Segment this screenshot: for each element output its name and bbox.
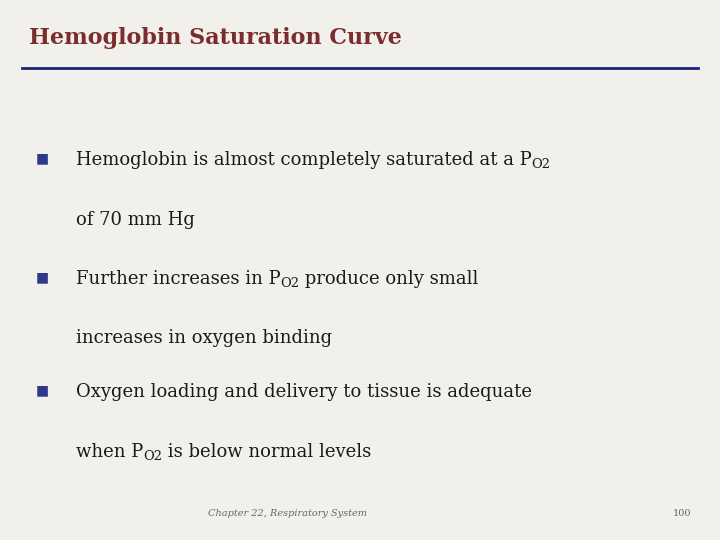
Text: increases in oxygen binding: increases in oxygen binding bbox=[76, 329, 332, 347]
Text: ■: ■ bbox=[36, 383, 49, 397]
Text: Hemoglobin Saturation Curve: Hemoglobin Saturation Curve bbox=[29, 27, 402, 49]
Text: O2: O2 bbox=[531, 158, 550, 171]
Text: O2: O2 bbox=[143, 450, 162, 463]
Text: Chapter 22, Respiratory System: Chapter 22, Respiratory System bbox=[209, 509, 367, 518]
Text: O2: O2 bbox=[280, 277, 300, 290]
Text: Further increases in P: Further increases in P bbox=[76, 270, 280, 288]
Text: 100: 100 bbox=[672, 509, 691, 518]
Text: when P: when P bbox=[76, 443, 143, 461]
Text: Hemoglobin is almost completely saturated at a P: Hemoglobin is almost completely saturate… bbox=[76, 151, 531, 169]
Text: produce only small: produce only small bbox=[300, 270, 479, 288]
Text: ■: ■ bbox=[36, 270, 49, 284]
Text: Oxygen loading and delivery to tissue is adequate: Oxygen loading and delivery to tissue is… bbox=[76, 383, 531, 401]
Text: is below normal levels: is below normal levels bbox=[162, 443, 371, 461]
Text: of 70 mm Hg: of 70 mm Hg bbox=[76, 211, 194, 228]
Text: ■: ■ bbox=[36, 151, 49, 165]
